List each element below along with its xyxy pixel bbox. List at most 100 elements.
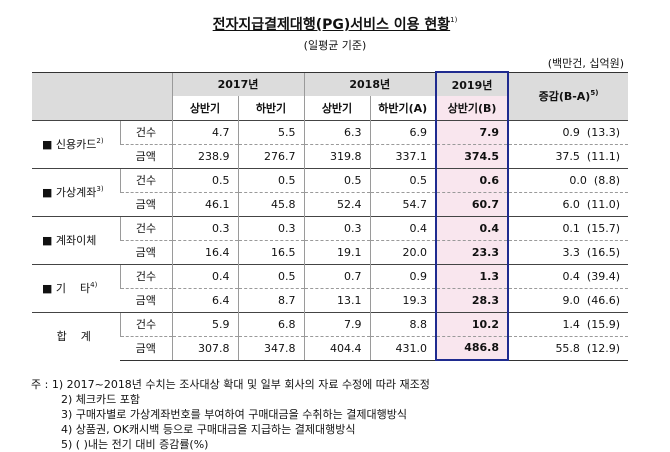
value-cell: 238.9 <box>171 143 238 168</box>
category-text: ■ 가상계좌 <box>42 186 97 199</box>
measure-type: 건수 <box>119 167 172 192</box>
category-text: ■ 기 타 <box>42 282 91 295</box>
category-label: ■ 계좌이체 <box>32 215 120 264</box>
table-row: ■ 계좌이체 건수 0.3 0.3 0.3 0.4 0.4 0.1 (15.7) <box>32 215 628 264</box>
page-title: 전자지급결제대행(PG)서비스 이용 현황1) <box>0 14 670 34</box>
category-text: 합 계 <box>56 330 91 344</box>
header-change: 증감(B-A)5) <box>507 71 628 120</box>
value-cell: 0.5 <box>237 263 304 288</box>
change-cell: 3.3 (16.5) <box>507 239 628 264</box>
value-cell: 6.4 <box>171 287 238 312</box>
value-cell: 0.7 <box>303 263 370 288</box>
value-cell: 6.3 <box>303 119 370 144</box>
header-blank <box>32 71 172 96</box>
measure-type: 금액 <box>120 287 172 312</box>
title-footnote-mark: 1) <box>450 16 458 24</box>
measure-type: 건수 <box>119 119 172 144</box>
table-row: 금액 6.4 8.7 13.1 19.3 28.3 9.0 (46.6) <box>32 287 628 312</box>
value-2019-h1: 28.3 <box>435 287 509 312</box>
value-cell: 19.1 <box>303 239 370 264</box>
value-2019-h1: 10.2 <box>435 311 509 336</box>
value-cell: 0.4 <box>369 215 436 240</box>
value-2019-h1: 1.3 <box>435 263 509 288</box>
value-cell: 337.1 <box>369 143 436 168</box>
value-cell: 8.7 <box>237 287 304 312</box>
value-cell: 0.3 <box>237 215 304 240</box>
value-cell: 19.3 <box>369 287 436 312</box>
header-row-halves: 상반기 하반기 상반기 하반기(A) 상반기(B) <box>32 96 628 120</box>
header-2018-h1: 상반기 <box>303 96 370 120</box>
header-2019-h1: 상반기(B) <box>435 96 509 120</box>
measure-type: 금액 <box>120 335 172 361</box>
measure-type: 금액 <box>120 191 172 216</box>
value-cell: 0.4 <box>171 263 238 288</box>
table-row: 금액 46.1 45.8 52.4 54.7 60.7 6.0 (11.0) <box>32 191 628 216</box>
measure-type: 금액 <box>120 143 172 168</box>
value-cell: 54.7 <box>369 191 436 216</box>
change-cell: 0.1 (15.7) <box>507 215 628 240</box>
value-2019-h1: 486.8 <box>435 335 509 361</box>
category-footnote-mark: 2) <box>96 137 104 145</box>
category-label: ■ 신용카드2) <box>32 119 120 168</box>
change-cell: 6.0 (11.0) <box>507 191 628 216</box>
value-cell: 0.3 <box>303 215 370 240</box>
table-row: ■ 신용카드2) 건수 4.7 5.5 6.3 6.9 7.9 0.9 (13.3) <box>32 119 628 168</box>
measure-type: 건수 <box>119 263 172 288</box>
change-cell: 37.5 (11.1) <box>507 143 628 168</box>
footnote-4: 4) 상품권, OK캐시백 등으로 구매대금을 지급하는 결제대행방식 <box>61 423 356 436</box>
category-label: ■ 기 타4) <box>32 263 120 312</box>
footnotes: 주 : 1) 2017~2018년 수치는 조사대상 확대 및 일부 회사의 자… <box>31 377 430 452</box>
header-2017-h1: 상반기 <box>171 96 238 120</box>
measure-type: 금액 <box>120 239 172 264</box>
value-cell: 16.5 <box>237 239 304 264</box>
measure-type: 건수 <box>119 311 172 336</box>
table-row: 금액 307.8 347.8 404.4 431.0 486.8 55.8 (12.9) <box>32 335 628 361</box>
change-cell: 0.9 (13.3) <box>507 119 628 144</box>
value-cell: 7.9 <box>303 311 370 336</box>
value-2019-h1: 23.3 <box>435 239 509 264</box>
value-cell: 0.3 <box>171 215 238 240</box>
category-label: ■ 가상계좌3) <box>32 167 120 216</box>
category-footnote-mark: 3) <box>96 185 104 193</box>
value-cell: 431.0 <box>369 335 436 361</box>
value-cell: 5.5 <box>237 119 304 144</box>
title-text: 전자지급결제대행(PG)서비스 이용 현황 <box>212 17 451 33</box>
value-cell: 307.8 <box>171 335 238 361</box>
category-text: ■ 신용카드 <box>42 138 97 151</box>
header-2019: 2019년 <box>435 71 509 96</box>
category-text: ■ 계좌이체 <box>42 234 97 247</box>
change-cell: 9.0 (46.6) <box>507 287 628 312</box>
value-cell: 6.9 <box>369 119 436 144</box>
value-2019-h1: 0.6 <box>435 167 509 192</box>
header-change-label: 증감(B-A) <box>538 90 591 103</box>
table-row: 금액 16.4 16.5 19.1 20.0 23.3 3.3 (16.5) <box>32 239 628 264</box>
footnote-1: 주 : 1) 2017~2018년 수치는 조사대상 확대 및 일부 회사의 자… <box>31 378 430 391</box>
header-row-years: 2017년 2018년 2019년 증감(B-A)5) <box>32 71 628 120</box>
table-row: ■ 기 타4) 건수 0.4 0.5 0.7 0.9 1.3 0.4 (39.4) <box>32 263 628 312</box>
value-cell: 276.7 <box>237 143 304 168</box>
measure-type: 건수 <box>119 215 172 240</box>
value-cell: 0.5 <box>303 167 370 192</box>
value-cell: 45.8 <box>237 191 304 216</box>
value-cell: 0.5 <box>237 167 304 192</box>
header-change-footnote: 5) <box>590 89 599 97</box>
value-cell: 16.4 <box>171 239 238 264</box>
value-cell: 319.8 <box>303 143 370 168</box>
value-2019-h1: 7.9 <box>435 119 509 144</box>
category-label: 합 계 <box>32 311 120 360</box>
value-2019-h1: 60.7 <box>435 191 509 216</box>
header-2018-h2: 하반기(A) <box>369 96 436 120</box>
footnote-5: 5) ( )내는 전기 대비 증감률(%) <box>61 438 209 451</box>
value-cell: 347.8 <box>237 335 304 361</box>
value-cell: 0.5 <box>369 167 436 192</box>
value-cell: 4.7 <box>171 119 238 144</box>
header-blank-2 <box>32 96 172 120</box>
value-2019-h1: 374.5 <box>435 143 509 168</box>
header-2017: 2017년 <box>171 71 304 96</box>
value-cell: 13.1 <box>303 287 370 312</box>
header-2018: 2018년 <box>303 71 436 96</box>
table-row: 금액 238.9 276.7 319.8 337.1 374.5 37.5 (11.1) <box>32 143 628 168</box>
value-cell: 0.9 <box>369 263 436 288</box>
table-row: ■ 가상계좌3) 건수 0.5 0.5 0.5 0.5 0.6 0.0 (8.8) <box>32 167 628 216</box>
category-footnote-mark: 4) <box>90 281 98 289</box>
